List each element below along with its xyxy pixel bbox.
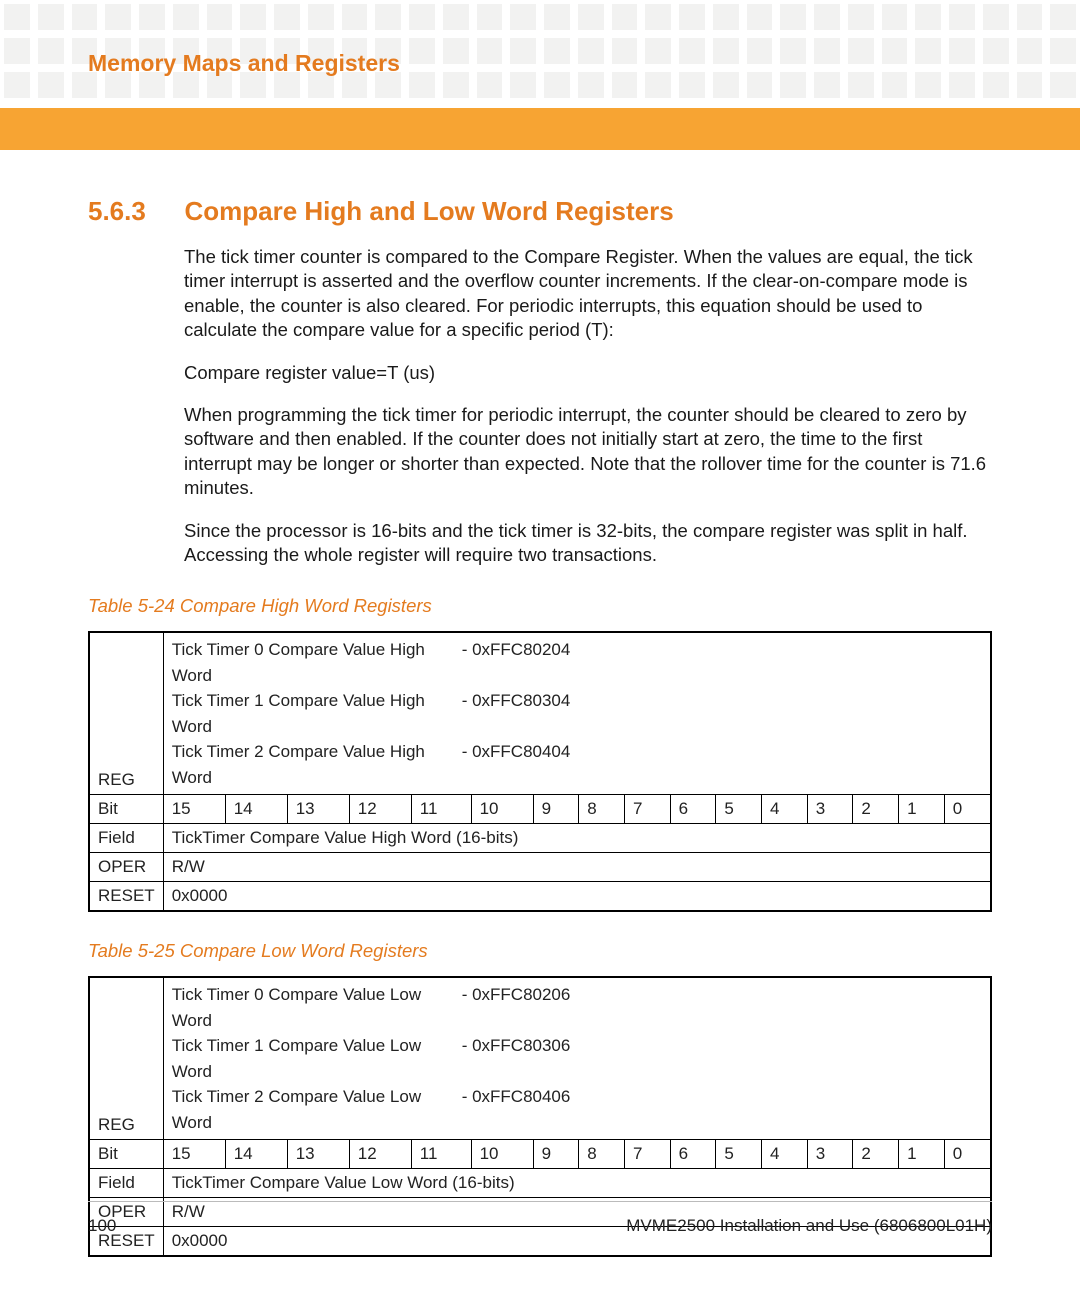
section-title: Compare High and Low Word Registers [184, 196, 673, 227]
table-high-reg1-name: Tick Timer 1 Compare Value High Word [172, 688, 462, 739]
table-low-reg2-name: Tick Timer 2 Compare Value Low Word [172, 1084, 462, 1135]
section-heading: 5.6.3 Compare High and Low Word Register… [88, 196, 992, 227]
footer-rule [88, 1201, 992, 1202]
bit-cell: 7 [624, 1140, 670, 1169]
header-orange-bar [0, 108, 1080, 150]
table-high-field-label: Field [89, 824, 163, 853]
bit-cell: 10 [471, 1140, 533, 1169]
body-text: The tick timer counter is compared to th… [184, 245, 992, 567]
bit-cell: 5 [716, 795, 762, 824]
bit-cell: 14 [225, 1140, 287, 1169]
table-low-reg2-addr: - 0xFFC80406 [462, 1084, 571, 1135]
table-low-bit-row: Bit 15 14 13 12 11 10 9 8 7 6 5 4 3 2 1 … [89, 1140, 991, 1169]
bit-cell: 15 [163, 1140, 225, 1169]
bit-cell: 14 [225, 795, 287, 824]
bit-cell: 11 [411, 1140, 471, 1169]
content: 5.6.3 Compare High and Low Word Register… [0, 0, 1080, 1257]
bit-cell: 1 [899, 1140, 945, 1169]
bit-cell: 12 [349, 1140, 411, 1169]
table-low-reg0-addr: - 0xFFC80206 [462, 982, 571, 1033]
bit-cell: 0 [944, 795, 991, 824]
bit-cell: 8 [579, 795, 625, 824]
table-low-reg-label: REG [89, 977, 163, 1140]
bit-cell: 9 [533, 1140, 579, 1169]
table-high-reset-label: RESET [89, 882, 163, 912]
table-low-reg1-addr: - 0xFFC80306 [462, 1033, 571, 1084]
table-high-bit-label: Bit [89, 795, 163, 824]
paragraph-2: Compare register value=T (us) [184, 361, 992, 385]
table-low-reg1-name: Tick Timer 1 Compare Value Low Word [172, 1033, 462, 1084]
paragraph-4: Since the processor is 16-bits and the t… [184, 519, 992, 568]
paragraph-3: When programming the tick timer for peri… [184, 403, 992, 501]
table-low-field-value: TickTimer Compare Value Low Word (16-bit… [163, 1169, 991, 1198]
bit-cell: 15 [163, 795, 225, 824]
bit-cell: 5 [716, 1140, 762, 1169]
page: Memory Maps and Registers 5.6.3 Compare … [0, 0, 1080, 1296]
table-high-reset-value: 0x0000 [163, 882, 991, 912]
bit-cell: 12 [349, 795, 411, 824]
table-high-reg-label: REG [89, 632, 163, 795]
table-high-reg0-addr: - 0xFFC80204 [462, 637, 571, 688]
bit-cell: 6 [670, 795, 716, 824]
table-low-field-label: Field [89, 1169, 163, 1198]
bit-cell: 2 [853, 795, 899, 824]
table-high: REG Tick Timer 0 Compare Value High Word… [88, 631, 992, 912]
section-number: 5.6.3 [88, 196, 180, 227]
bit-cell: 3 [807, 795, 853, 824]
bit-cell: 13 [287, 1140, 349, 1169]
table-high-bit-row: Bit 15 14 13 12 11 10 9 8 7 6 5 4 3 2 1 … [89, 795, 991, 824]
doc-title: MVME2500 Installation and Use (6806800L0… [626, 1216, 992, 1236]
bit-cell: 8 [579, 1140, 625, 1169]
bit-cell: 4 [762, 1140, 808, 1169]
table-high-oper-label: OPER [89, 853, 163, 882]
bit-cell: 0 [944, 1140, 991, 1169]
page-number: 100 [88, 1216, 116, 1236]
table-high-reg1-addr: - 0xFFC80304 [462, 688, 571, 739]
table-high-field-value: TickTimer Compare Value High Word (16-bi… [163, 824, 991, 853]
bit-cell: 3 [807, 1140, 853, 1169]
bit-cell: 2 [853, 1140, 899, 1169]
table-high-oper-value: R/W [163, 853, 991, 882]
table-high-reg0-name: Tick Timer 0 Compare Value High Word [172, 637, 462, 688]
bit-cell: 6 [670, 1140, 716, 1169]
table-high-caption: Table 5-24 Compare High Word Registers [88, 595, 992, 617]
bit-cell: 7 [624, 795, 670, 824]
bit-cell: 1 [899, 795, 945, 824]
table-high-reg2-addr: - 0xFFC80404 [462, 739, 571, 790]
bit-cell: 13 [287, 795, 349, 824]
table-low-reg0-name: Tick Timer 0 Compare Value Low Word [172, 982, 462, 1033]
table-low-reg-cell: Tick Timer 0 Compare Value Low Word- 0xF… [163, 977, 991, 1140]
chapter-title: Memory Maps and Registers [88, 50, 400, 77]
paragraph-1: The tick timer counter is compared to th… [184, 245, 992, 343]
bit-cell: 9 [533, 795, 579, 824]
bit-cell: 10 [471, 795, 533, 824]
bit-cell: 11 [411, 795, 471, 824]
table-high-reg-cell: Tick Timer 0 Compare Value High Word- 0x… [163, 632, 991, 795]
table-low-bit-label: Bit [89, 1140, 163, 1169]
bit-cell: 4 [762, 795, 808, 824]
footer: 100 MVME2500 Installation and Use (68068… [0, 1201, 1080, 1296]
table-low-caption: Table 5-25 Compare Low Word Registers [88, 940, 992, 962]
table-high-reg2-name: Tick Timer 2 Compare Value High Word [172, 739, 462, 790]
